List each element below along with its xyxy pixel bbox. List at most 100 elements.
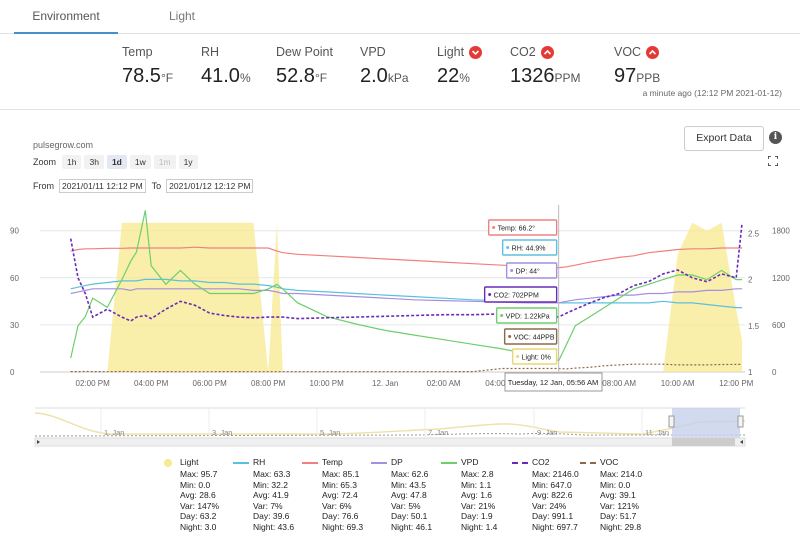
tooltip-marker: [488, 293, 492, 296]
navigator-handle-left: [668, 415, 675, 428]
series-co2-line: [69, 222, 743, 322]
legend-stat: Night: 1.4: [461, 521, 498, 532]
legend-symbol: [512, 459, 528, 467]
metric-value: 78.5: [122, 65, 161, 87]
scrollbar-track: [34, 437, 746, 447]
tooltip-box: [505, 262, 558, 279]
legend-item-voc[interactable]: VOC Max: 214.0 Min: 0.0 Avg: 39.1 Var: 121% D…: [580, 457, 642, 532]
tooltip-text: DP: 44°: [516, 268, 540, 276]
metric-unit: kPa: [387, 71, 409, 85]
x-tick-label: 12. Jan: [372, 379, 398, 388]
zoom-1h-button[interactable]: 1h: [62, 155, 82, 169]
legend-item-rh[interactable]: RH Max: 63.3 Min: 32.2 Avg: 41.9 Var: 7% Day:…: [233, 457, 294, 532]
tooltip-marker: [506, 246, 510, 249]
tooltip-box: [503, 328, 558, 345]
legend-item-dp[interactable]: DP Max: 62.6 Min: 43.5 Avg: 47.8 Var: 5% Day:…: [371, 457, 432, 532]
legend-stat: Day: 1.9: [461, 511, 493, 521]
legend-name: VPD: [461, 457, 479, 468]
chevron-up-icon[interactable]: [540, 45, 554, 59]
chart-legend: Light Max: 95.7 Min: 0.0 Avg: 28.6 Var: 147%…: [0, 457, 800, 537]
legend-stat: Avg: 822.6: [532, 490, 573, 500]
legend-stat: Var: 5%: [391, 500, 421, 511]
to-date-input[interactable]: 2021/01/12 12:12 PM: [166, 179, 254, 193]
last-updated-timestamp: a minute ago (12:12 PM 2021-01-12): [642, 88, 782, 98]
metric-label: VPD: [360, 45, 386, 59]
metric-unit: %: [239, 71, 251, 85]
metric-vpd: VPD 2.0kPa: [360, 44, 409, 88]
tooltip-text: CO2: 702PPM: [494, 293, 539, 300]
zoom-1y-button[interactable]: 1y: [178, 155, 198, 169]
legend-stat: Min: 43.5: [391, 479, 426, 490]
tooltip-box: [495, 307, 558, 324]
legend-item-co2[interactable]: CO2 Max: 2146.0 Min: 647.0 Avg: 822.6 Var: 2…: [512, 457, 579, 532]
metric-voc: VOC 97PPB: [614, 44, 660, 88]
environment-chart[interactable]: 0 30 60 90 1 1.5 2 2.5 0 600 1200 1800 02:00 PM 04:00…: [0, 200, 800, 455]
metric-value: 41.0: [201, 65, 240, 87]
legend-stat: Day: 63.2: [180, 511, 217, 521]
legend-stat: Night: 697.7: [532, 521, 578, 532]
metric-temp: Temp 78.5°F: [122, 44, 173, 88]
legend-stat: Min: 647.0: [532, 479, 572, 490]
zoom-1w-button[interactable]: 1w: [129, 155, 151, 169]
metric-label: RH: [201, 45, 220, 59]
legend-stat: Max: 85.1: [322, 469, 360, 479]
metric-unit: °F: [314, 71, 328, 85]
fullscreen-icon[interactable]: [768, 156, 778, 166]
metric-dew-point: Dew Point 52.8°F: [276, 44, 333, 88]
legend-stat: Var: 121%: [600, 500, 640, 511]
series-vpd-line: [70, 210, 743, 362]
tooltip-box: [483, 286, 558, 303]
legend-stat: Night: 46.1: [391, 521, 433, 532]
legend-symbol: [371, 459, 387, 467]
legend-name: CO2: [532, 457, 550, 468]
zoom-1d-button[interactable]: 1d: [106, 155, 127, 169]
zoom-label: Zoom: [33, 157, 57, 167]
series-dp-line: [70, 288, 743, 304]
y-right1-tick-label: 1.5: [748, 322, 760, 331]
zoom-3h-button[interactable]: 3h: [84, 155, 104, 169]
legend-stat: Avg: 1.6: [461, 490, 493, 500]
legend-item-light[interactable]: Light Max: 95.7 Min: 0.0 Avg: 28.6 Var: 147%…: [160, 457, 219, 532]
legend-item-vpd[interactable]: VPD Max: 2.8 Min: 1.1 Avg: 1.6 Var: 21% Day: …: [441, 457, 497, 532]
tab-light[interactable]: Light: [168, 9, 196, 23]
legend-stat: Max: 62.6: [391, 469, 429, 479]
legend-item-temp[interactable]: Temp Max: 85.1 Min: 65.3 Avg: 72.4 Var: 6% Da…: [302, 457, 363, 532]
legend-name: DP: [391, 457, 403, 468]
legend-stat: Min: 1.1: [461, 479, 492, 490]
navigator-label: 9. Jan: [537, 428, 557, 437]
metric-label: Dew Point: [276, 45, 333, 59]
y-right1-tick-label: 2.5: [748, 229, 760, 238]
tooltip-box: [511, 348, 558, 365]
from-date-input[interactable]: 2021/01/11 12:12 PM: [59, 179, 146, 193]
tooltip-item-0: Temp: 66.2°: [487, 219, 558, 236]
metric-co2: CO2 1326PPM: [510, 44, 581, 88]
tooltip-text: VOC: 44PPB: [514, 335, 555, 342]
scrollbar-thumb: [672, 438, 735, 446]
legend-stat: Avg: 72.4: [322, 490, 358, 500]
export-data-button[interactable]: Export Data: [684, 126, 764, 151]
legend-stat: Day: 991.1: [532, 511, 574, 521]
scroll-right-arrow-icon: [740, 440, 743, 444]
series-temp-line: [70, 246, 743, 269]
chevron-up-icon[interactable]: [646, 45, 660, 59]
tooltip-date-box: [504, 372, 603, 392]
chevron-down-icon[interactable]: [469, 45, 483, 59]
metric-unit: PPM: [554, 71, 581, 85]
legend-stat: Max: 2146.0: [532, 469, 579, 479]
legend-stat: Max: 214.0: [600, 469, 643, 479]
y-left-tick-label: 30: [10, 321, 19, 330]
y-right2-tick-label: 1800: [772, 227, 790, 236]
x-tick-label: 02:00 AM: [427, 379, 461, 388]
tooltip-text: VPD: 1.22kPa: [506, 314, 550, 321]
legend-stat: Avg: 47.8: [391, 490, 427, 500]
tab-bar: Environment Light: [0, 0, 800, 34]
y-right1-tick-label: 1: [748, 368, 753, 377]
metrics-panel: Temp 78.5°F RH 41.0% Dew Point 52.8°F VP…: [0, 34, 800, 110]
x-tick-label: 08:00 PM: [251, 379, 286, 388]
tab-environment[interactable]: Environment: [14, 0, 118, 34]
x-tick-label: 10:00 PM: [310, 379, 345, 388]
legend-name: RH: [253, 457, 266, 468]
y-right2-tick-label: 0: [772, 368, 777, 377]
zoom-controls: Zoom 1h 3h 1d 1w 1m 1y: [33, 155, 198, 169]
info-icon[interactable]: i: [769, 131, 782, 144]
